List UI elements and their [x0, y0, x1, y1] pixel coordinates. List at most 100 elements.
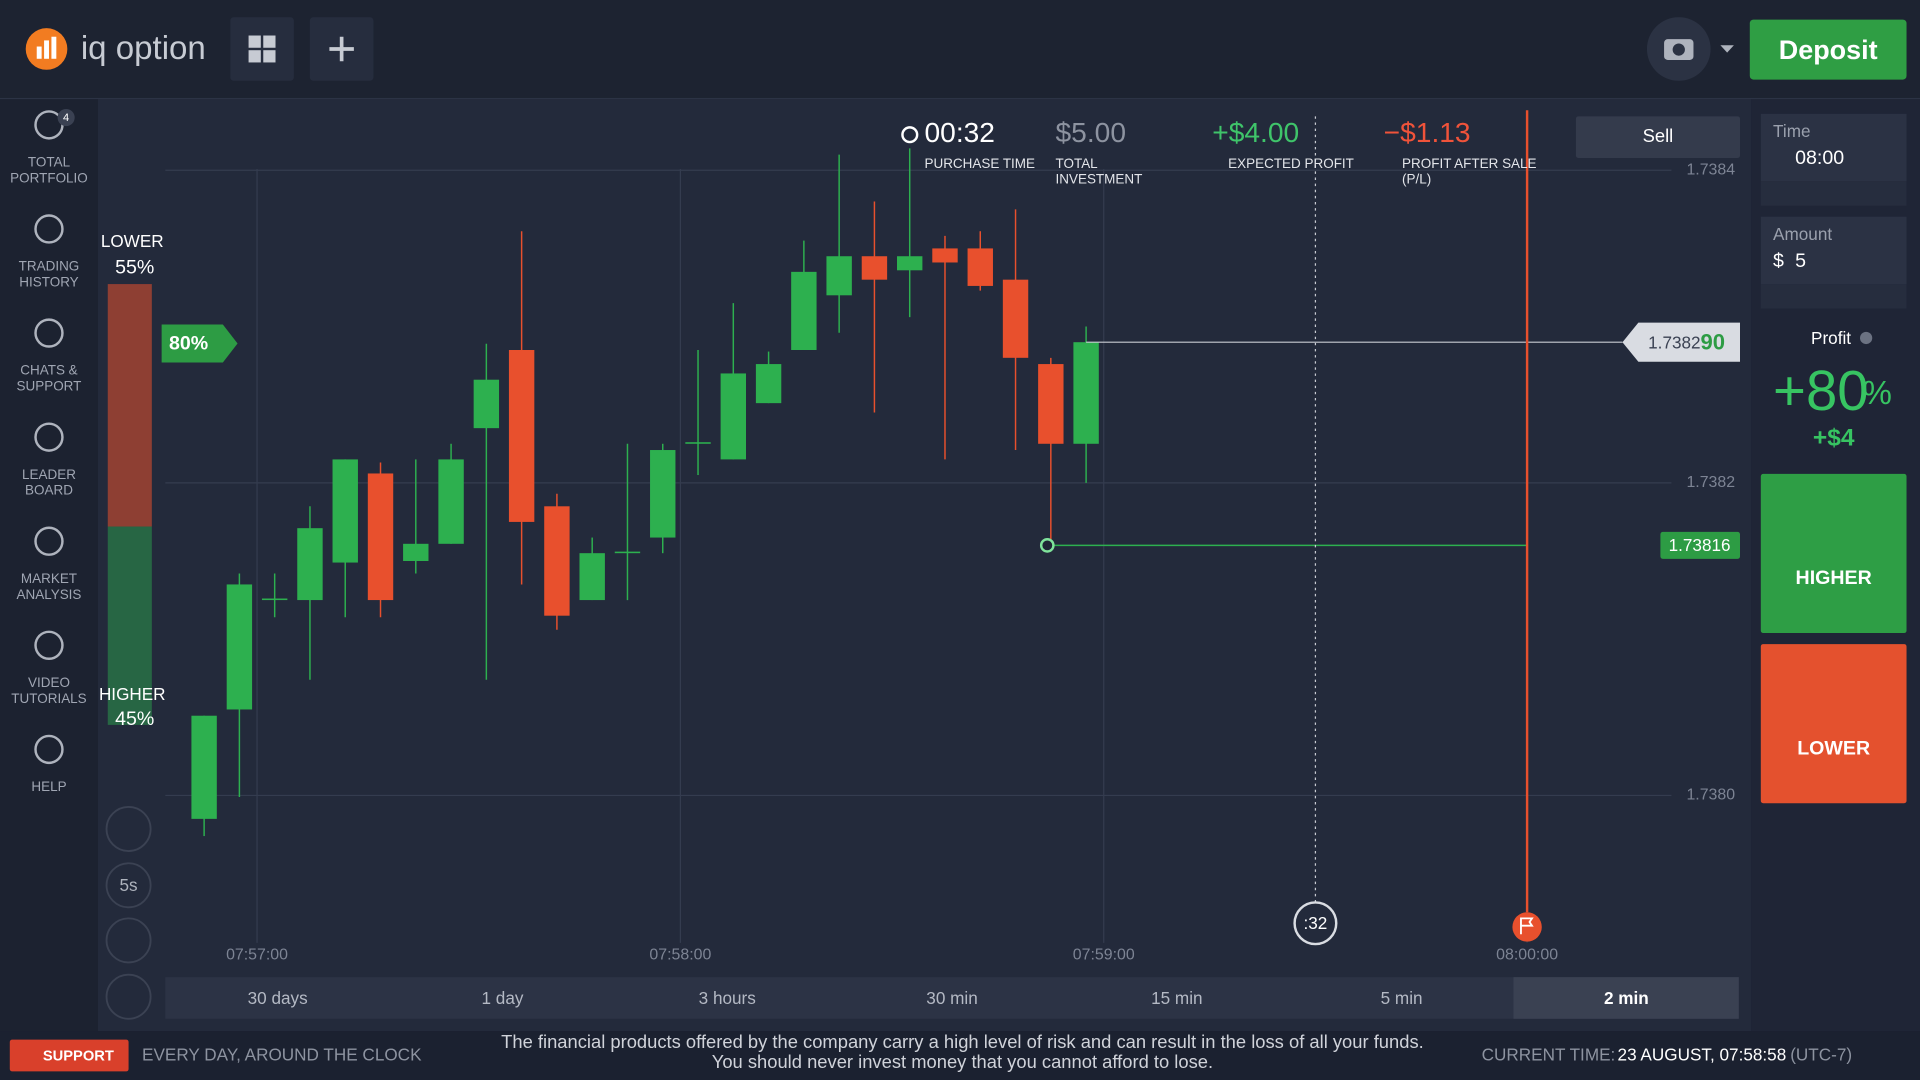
- candle-body: [826, 256, 852, 296]
- sentiment-label: HIGHER: [99, 684, 166, 704]
- period-tab[interactable]: 3 hours: [698, 988, 756, 1008]
- disclaimer: You should never invest money that you c…: [711, 1051, 1214, 1073]
- candle-body: [367, 473, 394, 601]
- period-tab[interactable]: 5 min: [1380, 988, 1423, 1008]
- countdown: :32: [1304, 913, 1328, 933]
- sidebar: [0, 99, 98, 1032]
- sidebar-icon: [34, 526, 64, 556]
- candle-body: [791, 271, 817, 351]
- flag-icon: [1520, 917, 1534, 935]
- period-tab[interactable]: 30 min: [926, 988, 978, 1008]
- x-tick-label: 07:58:00: [649, 946, 711, 963]
- sidebar-label[interactable]: VIDEO TUTORIALS: [11, 675, 87, 707]
- candle-body: [261, 598, 288, 601]
- tagline: EVERY DAY, AROUND THE CLOCK: [142, 1044, 422, 1065]
- stat-label: PROFIT AFTER SALE (P/L): [1402, 156, 1537, 188]
- amount-value[interactable]: 5: [1795, 251, 1807, 272]
- sell-button[interactable]: Sell: [1575, 116, 1740, 158]
- sidebar-label[interactable]: CHATS & SUPPORT: [16, 363, 82, 395]
- stat-value: $5.00: [1055, 116, 1126, 149]
- candle-body: [1073, 342, 1099, 444]
- payout: 80%: [169, 332, 208, 354]
- screenshot-button[interactable]: [1646, 17, 1739, 81]
- tool-button: [105, 917, 152, 964]
- sidebar-icon: [34, 422, 64, 452]
- sidebar-icon: [34, 214, 64, 244]
- input-steppers[interactable]: [1760, 284, 1907, 309]
- candle-body: [614, 551, 641, 554]
- period-tab[interactable]: 1 day: [481, 988, 524, 1008]
- input-label: Amount: [1773, 224, 1833, 244]
- footer: [0, 1031, 1920, 1080]
- toolbar-buttons[interactable]: [230, 17, 374, 81]
- amount-currency: $: [1773, 251, 1784, 272]
- stat-label: EXPECTED PROFIT: [1228, 156, 1354, 172]
- lower-button[interactable]: [1760, 644, 1907, 804]
- period-tab[interactable]: 2 min: [1513, 977, 1739, 1019]
- candle-body: [967, 248, 993, 286]
- sidebar-icon: [34, 318, 64, 348]
- profit-amount: +$4: [1812, 424, 1855, 452]
- stat-value: −$1.13: [1383, 116, 1471, 149]
- candle-body: [720, 373, 747, 460]
- candle-body: [1002, 279, 1029, 358]
- stat-label: TOTAL INVESTMENT: [1055, 156, 1143, 188]
- higher-label[interactable]: HIGHER: [1795, 568, 1872, 589]
- x-tick-label: 08:00:00: [1496, 946, 1558, 963]
- candle-body: [297, 528, 323, 601]
- input-steppers[interactable]: [1760, 181, 1907, 206]
- input-box: [1760, 216, 1907, 285]
- sidebar-icon: [34, 630, 64, 661]
- higher-button[interactable]: [1760, 473, 1907, 634]
- candle-body: [579, 553, 605, 601]
- candle-body: [685, 442, 711, 444]
- period-bar: [165, 977, 1739, 1019]
- support-button[interactable]: SUPPORT: [9, 1039, 129, 1072]
- help-icon: [1860, 331, 1873, 345]
- logo-text: iq option: [80, 29, 206, 67]
- candle-body: [861, 256, 888, 280]
- time-value[interactable]: 08:00: [1795, 148, 1845, 169]
- input-label: Time: [1773, 121, 1811, 141]
- stat-label: PURCHASE TIME: [924, 156, 1036, 172]
- candle-body: [897, 256, 923, 271]
- entry-point: [1039, 538, 1055, 553]
- current-time-label: CURRENT TIME:: [1481, 1044, 1616, 1065]
- x-tick-label: 07:59:00: [1073, 946, 1135, 963]
- x-tick-label: 07:57:00: [226, 946, 288, 963]
- deposit-button[interactable]: Deposit: [1749, 19, 1907, 80]
- candle-body: [191, 715, 217, 819]
- candle-body: [508, 350, 535, 522]
- lower-label[interactable]: LOWER: [1797, 738, 1871, 760]
- sidebar-label[interactable]: MARKET ANALYSIS: [16, 571, 82, 603]
- y-tick-label: 1.7384: [1686, 161, 1735, 178]
- sentiment-value: 45%: [115, 708, 154, 730]
- current-price: 1.738290: [1648, 329, 1725, 354]
- y-tick-label: 1.7382: [1686, 474, 1735, 491]
- candle-body: [755, 364, 782, 404]
- period-tab[interactable]: 30 days: [247, 988, 308, 1008]
- stat-value: 00:32: [924, 116, 995, 149]
- current-time: 23 AUGUST, 07:58:58: [1617, 1044, 1787, 1065]
- y-tick-label: 1.7380: [1686, 787, 1735, 804]
- candle-body: [226, 584, 253, 710]
- timezone: (UTC-7): [1790, 1044, 1853, 1065]
- tool-button: [105, 973, 152, 1020]
- entry-tag: [1660, 531, 1740, 559]
- sidebar-label[interactable]: TOTAL PORTFOLIO: [10, 155, 88, 187]
- candle-body: [932, 248, 958, 263]
- badge-count: 4: [63, 112, 69, 124]
- countdown-ring: [1293, 901, 1338, 946]
- sidebar-label[interactable]: LEADER BOARD: [22, 467, 76, 499]
- candle-body: [403, 543, 429, 561]
- input-box: [1760, 113, 1907, 182]
- sidebar-label[interactable]: TRADING HISTORY: [18, 259, 80, 291]
- logo-icon: [25, 28, 68, 70]
- sidebar-label[interactable]: HELP: [31, 780, 67, 795]
- current-price-tag: [1622, 322, 1740, 362]
- profit-percent: +80: [1773, 358, 1869, 423]
- sentiment-lower: [107, 284, 152, 527]
- period-tab[interactable]: 15 min: [1151, 988, 1203, 1008]
